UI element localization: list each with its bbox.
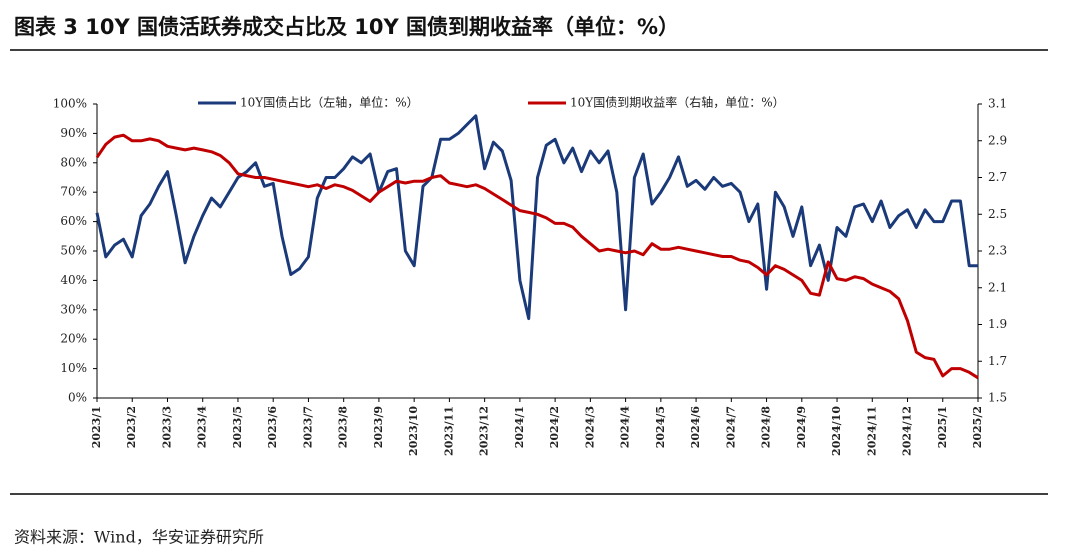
series-line [95,133,979,380]
x-tick-label: 2024/11 [865,406,878,456]
y-tick-label: 90% [60,126,87,140]
x-tick-label: 2023/3 [160,406,173,448]
y2-tick-label: 1.5 [988,391,1007,405]
y-tick-label: 0% [68,391,87,405]
x-tick-label: 2023/8 [337,406,350,449]
legend-label: 10Y国债到期收益率（右轴，单位：%） [570,95,785,110]
x-tick-label: 2023/6 [266,406,279,449]
x-tick-label: 2024/5 [654,406,667,448]
x-tick-label: 2025/1 [936,406,949,448]
x-tick-label: 2023/5 [231,406,244,448]
y2-tick-label: 1.9 [988,317,1007,331]
y2-tick-label: 2.3 [988,244,1007,258]
y-tick-label: 40% [60,273,87,287]
x-tick-label: 2024/2 [548,406,561,448]
y-tick-label: 30% [60,302,87,316]
y2-tick-label: 2.5 [988,207,1007,221]
x-tick-label: 2024/9 [795,406,808,448]
y2-tick-label: 2.7 [988,170,1007,184]
y-tick-label: 60% [60,214,87,228]
y2-tick-label: 2.1 [988,280,1007,294]
x-tick-label: 2024/6 [689,406,702,449]
x-tick-label: 2023/4 [196,406,209,449]
source-note: 资料来源：Wind，华安证券研究所 [14,528,264,547]
x-tick-label: 2023/2 [125,406,138,448]
chart-title: 图表 3 10Y 国债活跃券成交占比及 10Y 国债到期收益率（单位：%） [14,15,679,39]
x-tick-label: 2024/4 [619,406,632,449]
y-tick-label: 10% [60,361,87,375]
series-line [95,114,978,321]
y-tick-label: 50% [60,244,87,258]
x-tick-label: 2024/1 [513,406,526,448]
x-tick-label: 2024/10 [830,406,843,456]
y-tick-label: 70% [60,185,87,199]
y-tick-label: 100% [53,97,87,111]
x-tick-label: 2023/12 [478,406,491,456]
x-tick-label: 2024/8 [760,406,773,449]
y-tick-label: 20% [60,332,87,346]
x-tick-label: 2023/11 [442,406,455,456]
x-tick-label: 2023/10 [407,406,420,456]
x-tick-label: 2023/9 [372,406,385,448]
x-tick-label: 2023/7 [301,406,314,448]
y-tick-label: 80% [60,155,87,169]
y2-tick-label: 3.1 [988,97,1007,111]
x-tick-label: 2023/1 [90,406,103,448]
x-tick-label: 2024/3 [583,406,596,448]
y2-tick-label: 2.9 [988,133,1007,147]
x-tick-label: 2024/12 [901,406,914,456]
x-tick-label: 2025/2 [971,406,984,448]
y2-tick-label: 1.7 [988,354,1007,368]
x-tick-label: 2024/7 [724,406,737,448]
legend-label: 10Y国债占比（左轴，单位：%） [240,95,419,110]
